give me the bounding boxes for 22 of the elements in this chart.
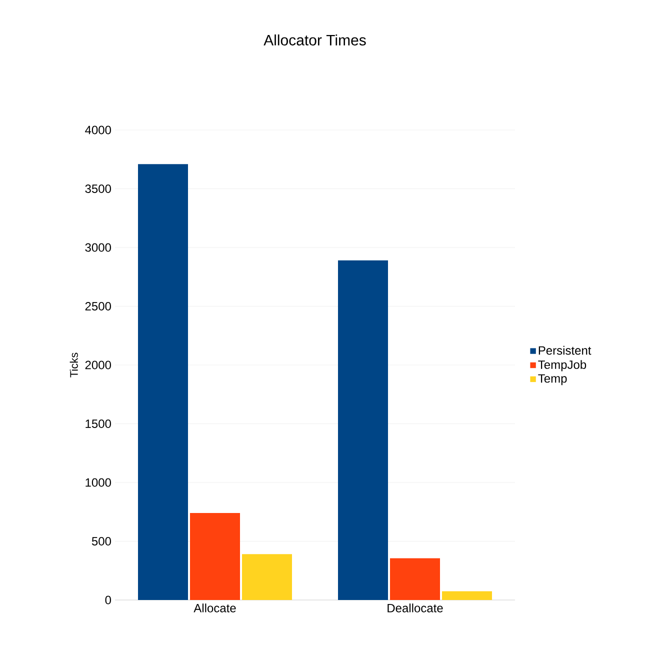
- bar: [138, 164, 188, 600]
- x-tick-label: Allocate: [194, 604, 236, 612]
- y-tick-label: 2500: [85, 302, 111, 310]
- bar: [338, 260, 388, 600]
- legend-label: TempJob: [538, 360, 586, 372]
- bar: [190, 513, 240, 600]
- y-tick-label: 2000: [85, 360, 111, 370]
- bar: [242, 554, 292, 600]
- bar: [442, 591, 492, 600]
- legend-label: Persistent: [538, 346, 592, 355]
- y-tick-label: 4000: [85, 126, 111, 134]
- y-tick-label: 1000: [86, 478, 111, 487]
- legend-label: Temp: [538, 374, 567, 386]
- x-tick-label: Deallocate: [388, 604, 443, 612]
- chart-title: Allocator Times: [264, 34, 366, 46]
- y-axis-title: Ticks: [70, 352, 78, 378]
- y-tick-label: 1500: [86, 420, 111, 428]
- y-tick-label: 3500: [85, 184, 111, 193]
- y-tick-label: 3000: [85, 243, 111, 252]
- y-tick-label: 500: [92, 537, 111, 546]
- y-tick-label: 0: [105, 596, 111, 604]
- bar: [390, 558, 440, 600]
